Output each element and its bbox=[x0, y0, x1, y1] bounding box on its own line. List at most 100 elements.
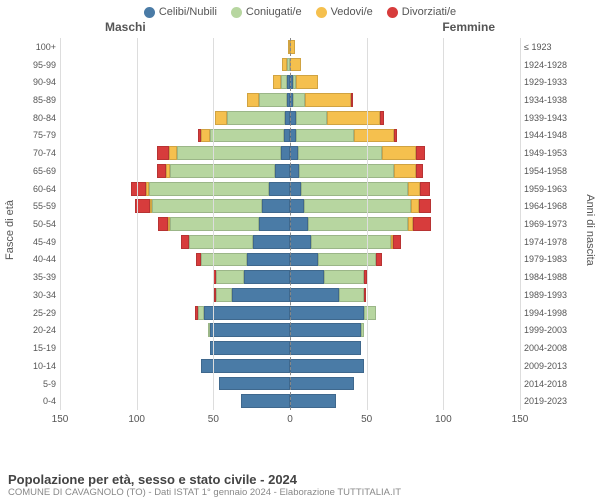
male-half bbox=[60, 251, 290, 269]
male-half bbox=[60, 322, 290, 340]
male-half bbox=[60, 339, 290, 357]
segment-married bbox=[324, 270, 364, 284]
birth-year-label: 2004-2008 bbox=[524, 343, 594, 353]
female-half bbox=[290, 304, 520, 322]
segment-married bbox=[216, 288, 231, 302]
female-half bbox=[290, 268, 520, 286]
widowed-swatch bbox=[316, 7, 327, 18]
segment-divorced bbox=[416, 146, 425, 160]
segment-divorced bbox=[158, 217, 169, 231]
bar bbox=[60, 93, 290, 107]
segment-divorced bbox=[419, 199, 431, 213]
legend-label: Divorziati/e bbox=[402, 6, 456, 18]
birth-year-label: 1964-1968 bbox=[524, 201, 594, 211]
married-swatch bbox=[231, 7, 242, 18]
segment-widowed bbox=[273, 75, 281, 89]
age-label: 70-74 bbox=[22, 148, 56, 158]
segment-single bbox=[269, 182, 290, 196]
age-label: 30-34 bbox=[22, 290, 56, 300]
chart-footer: Popolazione per età, sesso e stato civil… bbox=[8, 472, 592, 498]
segment-widowed bbox=[382, 146, 416, 160]
segment-married bbox=[152, 199, 262, 213]
birth-year-label: 1999-2003 bbox=[524, 325, 594, 335]
bar bbox=[60, 341, 290, 355]
segment-single bbox=[290, 217, 308, 231]
age-label: 50-54 bbox=[22, 219, 56, 229]
segment-single bbox=[244, 270, 290, 284]
age-label: 60-64 bbox=[22, 184, 56, 194]
male-half bbox=[60, 392, 290, 410]
birth-year-label: 2009-2013 bbox=[524, 361, 594, 371]
birth-year-label: ≤ 1923 bbox=[524, 42, 594, 52]
segment-widowed bbox=[201, 129, 210, 143]
birth-year-label: 1969-1973 bbox=[524, 219, 594, 229]
segment-widowed bbox=[327, 111, 381, 125]
bar bbox=[290, 182, 520, 196]
segment-married bbox=[311, 235, 391, 249]
male-half bbox=[60, 375, 290, 393]
bar bbox=[60, 359, 290, 373]
male-half bbox=[60, 73, 290, 91]
female-half bbox=[290, 109, 520, 127]
male-half bbox=[60, 233, 290, 251]
age-label: 15-19 bbox=[22, 343, 56, 353]
bar bbox=[290, 377, 520, 391]
legend-label: Vedovi/e bbox=[331, 6, 373, 18]
female-half bbox=[290, 233, 520, 251]
segment-single bbox=[290, 377, 354, 391]
female-half bbox=[290, 162, 520, 180]
female-half bbox=[290, 251, 520, 269]
x-tick: 100 bbox=[435, 414, 452, 425]
gridline bbox=[290, 38, 291, 410]
birth-year-label: 1984-1988 bbox=[524, 272, 594, 282]
divorced-swatch bbox=[387, 7, 398, 18]
segment-divorced bbox=[351, 93, 353, 107]
birth-year-label: 1939-1943 bbox=[524, 113, 594, 123]
female-half bbox=[290, 38, 520, 56]
bar bbox=[290, 146, 520, 160]
segment-divorced bbox=[131, 182, 146, 196]
segment-widowed bbox=[296, 75, 317, 89]
birth-year-label: 1929-1933 bbox=[524, 77, 594, 87]
x-tick: 150 bbox=[512, 414, 529, 425]
segment-divorced bbox=[181, 235, 189, 249]
bar bbox=[60, 58, 290, 72]
bar bbox=[290, 323, 520, 337]
female-half bbox=[290, 91, 520, 109]
segment-single bbox=[210, 341, 290, 355]
segment-single bbox=[259, 217, 290, 231]
bar bbox=[290, 58, 520, 72]
female-column-label: Femmine bbox=[442, 20, 495, 34]
male-half bbox=[60, 109, 290, 127]
bar bbox=[290, 199, 520, 213]
segment-married bbox=[364, 306, 376, 320]
age-label: 65-69 bbox=[22, 166, 56, 176]
x-tick: 50 bbox=[208, 414, 219, 425]
segment-married bbox=[216, 270, 244, 284]
bar bbox=[60, 253, 290, 267]
segment-married bbox=[170, 164, 274, 178]
segment-single bbox=[290, 235, 311, 249]
segment-married bbox=[301, 182, 408, 196]
age-label: 35-39 bbox=[22, 272, 56, 282]
segment-single bbox=[253, 235, 290, 249]
segment-single bbox=[290, 394, 336, 408]
age-label: 40-44 bbox=[22, 254, 56, 264]
segment-divorced bbox=[416, 164, 424, 178]
birth-year-label: 1944-1948 bbox=[524, 130, 594, 140]
segment-widowed bbox=[305, 93, 351, 107]
gridline bbox=[60, 38, 61, 410]
segment-widowed bbox=[215, 111, 227, 125]
chart-title: Popolazione per età, sesso e stato civil… bbox=[8, 472, 592, 487]
age-label: 90-94 bbox=[22, 77, 56, 87]
gridline bbox=[443, 38, 444, 410]
female-half bbox=[290, 56, 520, 74]
legend-label: Celibi/Nubili bbox=[159, 6, 217, 18]
birth-year-label: 1924-1928 bbox=[524, 60, 594, 70]
birth-year-label: 1979-1983 bbox=[524, 254, 594, 264]
male-half bbox=[60, 268, 290, 286]
birth-year-label: 2019-2023 bbox=[524, 396, 594, 406]
birth-year-label: 1994-1998 bbox=[524, 308, 594, 318]
male-half bbox=[60, 56, 290, 74]
segment-single bbox=[281, 146, 290, 160]
